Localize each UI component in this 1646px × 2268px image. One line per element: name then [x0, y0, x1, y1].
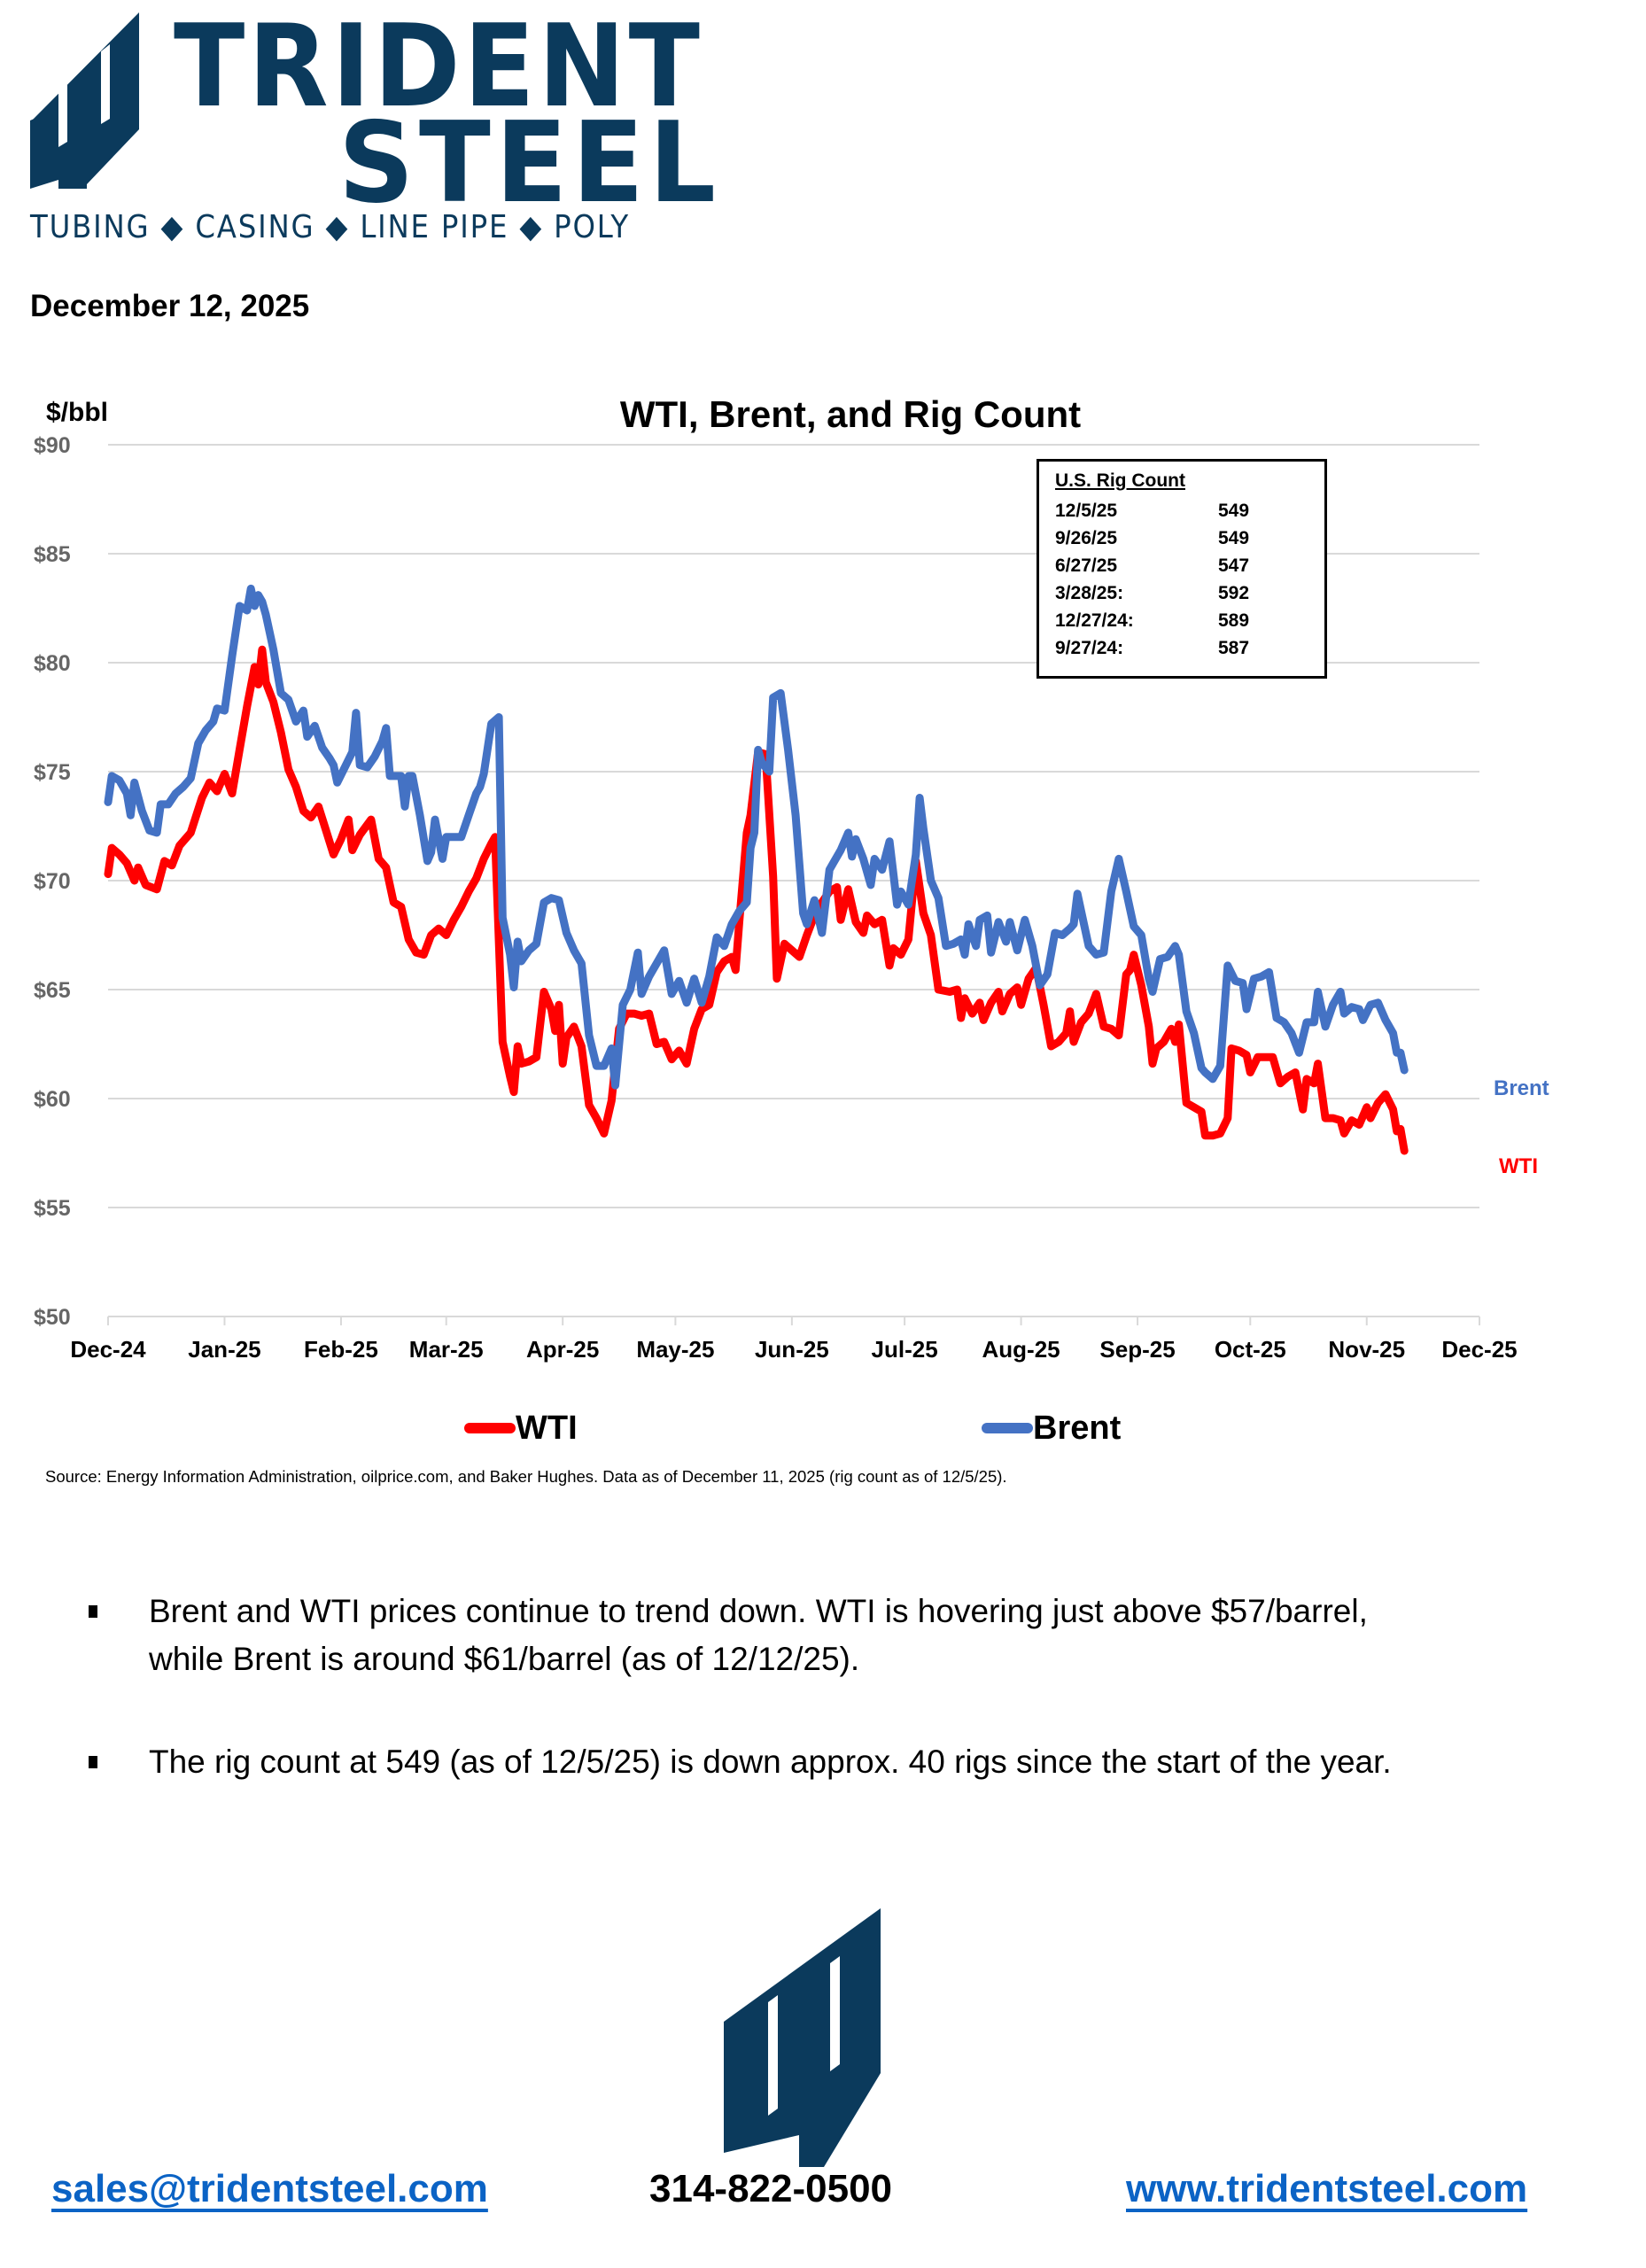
x-tick-label: Dec-24 [70, 1336, 146, 1363]
y-tick-label: $65 [34, 978, 71, 1003]
series-end-label-wti: WTI [1499, 1154, 1538, 1178]
price-chart: WTI, Brent, and Rig Count $/bbl $50 $55 $6… [34, 393, 1549, 1363]
brand-name-line2: STEEL [338, 97, 721, 228]
bullet-line: The rig count at 549 (as of 12/5/25) is … [149, 1744, 1392, 1780]
y-tick-label: $75 [34, 760, 71, 785]
legend-item-brent: Brent [982, 1409, 1122, 1447]
x-tick-label: Jan-25 [188, 1336, 260, 1363]
rig-count-row: 12/27/24: 589 [1055, 610, 1321, 638]
trident-icon [724, 1908, 881, 2167]
x-tick-label: Nov-25 [1328, 1336, 1405, 1363]
website-link[interactable]: www.tridentsteel.com [1126, 2167, 1528, 2210]
bullet-text: Brent and WTI prices continue to trend d… [149, 1588, 1584, 1683]
x-tick-label: Oct-25 [1215, 1336, 1286, 1363]
series-line-wti [104, 645, 1409, 1155]
series-lines [104, 584, 1409, 1155]
rig-count-title: U.S. Rig Count [1055, 470, 1185, 491]
rig-count-row: 12/5/25 549 [1055, 501, 1321, 528]
rig-count-row: 3/28/25: 592 [1055, 583, 1321, 610]
rig-count-date: 6/27/25 [1055, 555, 1118, 576]
rig-count-date: 9/26/25 [1055, 528, 1118, 548]
chart-title: WTI, Brent, and Rig Count [620, 393, 1081, 435]
rig-count-value: 549 [1218, 528, 1250, 548]
legend-label-wti: WTI [516, 1409, 578, 1447]
rig-count-date: 3/28/25: [1055, 583, 1124, 603]
x-tick-label: Jun-25 [755, 1336, 829, 1363]
x-tick-label: Apr-25 [526, 1336, 599, 1363]
y-tick-label: $50 [34, 1305, 71, 1330]
source-note: Source: Energy Information Administratio… [45, 1467, 1007, 1486]
rig-count-value: 549 [1218, 501, 1250, 521]
rig-count-value: 589 [1218, 610, 1250, 631]
y-tick-label: $80 [34, 651, 71, 676]
x-tick-label: Feb-25 [304, 1336, 378, 1363]
x-tick-label: Aug-25 [982, 1336, 1060, 1363]
bullet-line: Brent and WTI prices continue to trend d… [149, 1593, 1368, 1629]
y-tick-label: $60 [34, 1087, 71, 1112]
trident-icon [30, 12, 139, 189]
email-link[interactable]: sales@tridentsteel.com [51, 2167, 488, 2210]
series-line-brent [104, 584, 1409, 1090]
bullet-marker-icon [89, 1605, 97, 1618]
x-axis-ticks: Dec-24 Jan-25 Feb-25 Mar-25 Apr-25 May-25 Jun-… [70, 1317, 1518, 1363]
y-tick-label: $55 [34, 1196, 71, 1221]
rig-count-row: 9/27/24: 587 [1055, 638, 1321, 665]
company-logo: TRIDENT STEEL [27, 7, 753, 260]
legend-item-wti: WTI [464, 1409, 578, 1447]
rig-count-value: 587 [1218, 638, 1250, 658]
x-tick-label: Dec-25 [1441, 1336, 1517, 1363]
rig-count-box: U.S. Rig Count 12/5/25 549 9/26/25 549 6… [1037, 459, 1327, 679]
brand-tagline: TUBING ◆ CASING ◆ LINE PIPE ◆ POLY [30, 209, 630, 245]
legend-swatch-wti [464, 1423, 516, 1433]
y-tick-label: $70 [34, 869, 71, 894]
legend-swatch-brent [982, 1423, 1033, 1433]
rig-count-date: 12/5/25 [1055, 501, 1118, 521]
x-tick-label: Sep-25 [1099, 1336, 1175, 1363]
rig-count-value: 547 [1218, 555, 1250, 576]
y-tick-label: $85 [34, 542, 71, 567]
rig-count-date: 12/27/24: [1055, 610, 1134, 631]
y-tick-label: $90 [34, 433, 71, 458]
x-tick-label: May-25 [636, 1336, 714, 1363]
rig-count-row: 9/26/25 549 [1055, 528, 1321, 555]
x-tick-label: Jul-25 [872, 1336, 938, 1363]
rig-count-row: 6/27/25 547 [1055, 555, 1321, 583]
rig-count-value: 592 [1218, 583, 1250, 603]
series-end-label-brent: Brent [1494, 1076, 1549, 1100]
bullet-marker-icon [89, 1756, 97, 1768]
legend-label-brent: Brent [1033, 1409, 1122, 1447]
phone-number: 314-822-0500 [649, 2167, 893, 2210]
bullet-text: The rig count at 549 (as of 12/5/25) is … [149, 1738, 1584, 1786]
y-axis-label: $/bbl [46, 398, 108, 427]
rig-count-date: 9/27/24: [1055, 638, 1124, 658]
report-date: December 12, 2025 [30, 289, 310, 323]
y-axis-ticks: $50 $55 $60 $65 $70 $75 $80 $85 $90 [34, 433, 71, 1330]
bullet-line: while Brent is around $61/barrel (as of … [149, 1641, 860, 1677]
brand-name-line1: TRIDENT [174, 1, 703, 133]
x-tick-label: Mar-25 [409, 1336, 484, 1363]
